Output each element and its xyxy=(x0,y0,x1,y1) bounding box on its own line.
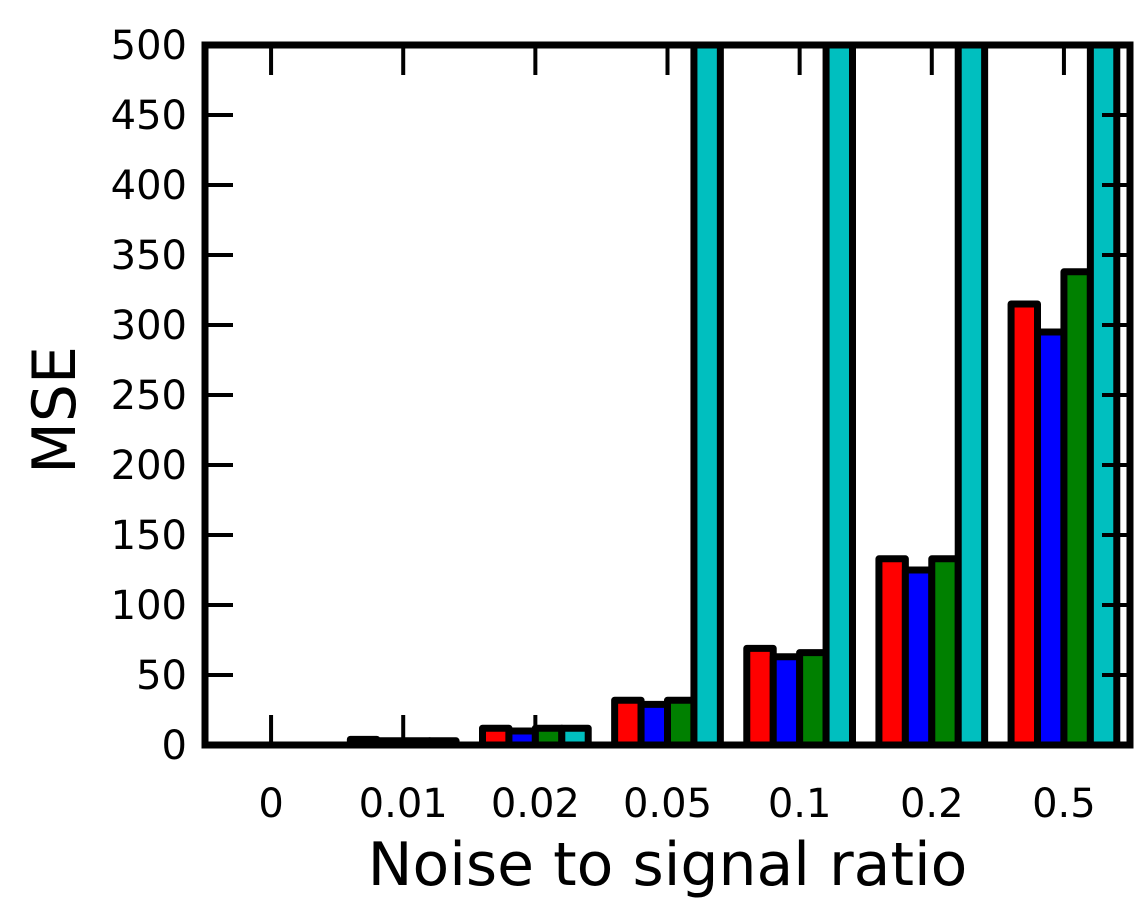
bar-0.2-series-1 xyxy=(875,555,909,749)
bar-0.5-series-1 xyxy=(1007,300,1041,749)
y-tick-label: 350 xyxy=(111,233,187,279)
y-tick-label: 0 xyxy=(162,723,187,769)
ticks-layer xyxy=(205,43,1130,747)
bar-0.1-series-1 xyxy=(743,644,777,749)
bar-0.5-series-2 xyxy=(1034,328,1068,749)
bar-0.2-series-4 xyxy=(954,41,989,749)
y-tick-label: 100 xyxy=(111,583,187,629)
x-tick-label: 0 xyxy=(258,781,283,827)
y-tick-label: 400 xyxy=(111,163,187,209)
bar-0.05-series-1 xyxy=(611,696,645,749)
x-tick-label: 0.02 xyxy=(491,781,580,827)
x-tick-label: 0.2 xyxy=(900,781,964,827)
bar-0.05-series-4 xyxy=(690,41,724,749)
bar-0.2-series-2 xyxy=(901,566,936,749)
x-tick-label: 0.1 xyxy=(768,781,832,827)
y-tick-label: 50 xyxy=(136,653,187,699)
bar-0.2-series-3 xyxy=(928,555,962,749)
bar-0.1-series-2 xyxy=(769,653,804,749)
x-tick-label: 0.01 xyxy=(359,781,448,827)
y-tick-label: 500 xyxy=(111,23,187,69)
y-tick-labels: 0 50 100 150 200 250 300 350 400 450 500 xyxy=(111,23,187,769)
x-tick-label: 0.05 xyxy=(623,781,712,827)
bar-0.1-series-4 xyxy=(822,41,856,749)
bar-0.1-series-3 xyxy=(796,649,830,749)
y-tick-label: 200 xyxy=(111,443,187,489)
y-tick-label: 250 xyxy=(111,373,187,419)
x-axis-label: Noise to signal ratio xyxy=(368,830,968,900)
y-tick-label: 300 xyxy=(111,303,187,349)
bar-0.05-series-2 xyxy=(637,700,671,749)
y-axis-label: MSE xyxy=(20,346,90,474)
x-tick-label: 0.5 xyxy=(1032,781,1096,827)
y-tick-label: 150 xyxy=(111,513,187,559)
y-tick-label: 450 xyxy=(111,93,187,139)
plot-frame xyxy=(201,41,1134,749)
bars-layer xyxy=(346,41,1121,749)
x-tick-labels: 0 0.01 0.02 0.05 0.1 0.2 0.5 xyxy=(258,781,1095,827)
bar-0.5-series-3 xyxy=(1060,268,1094,749)
bar-0.05-series-3 xyxy=(664,696,698,749)
